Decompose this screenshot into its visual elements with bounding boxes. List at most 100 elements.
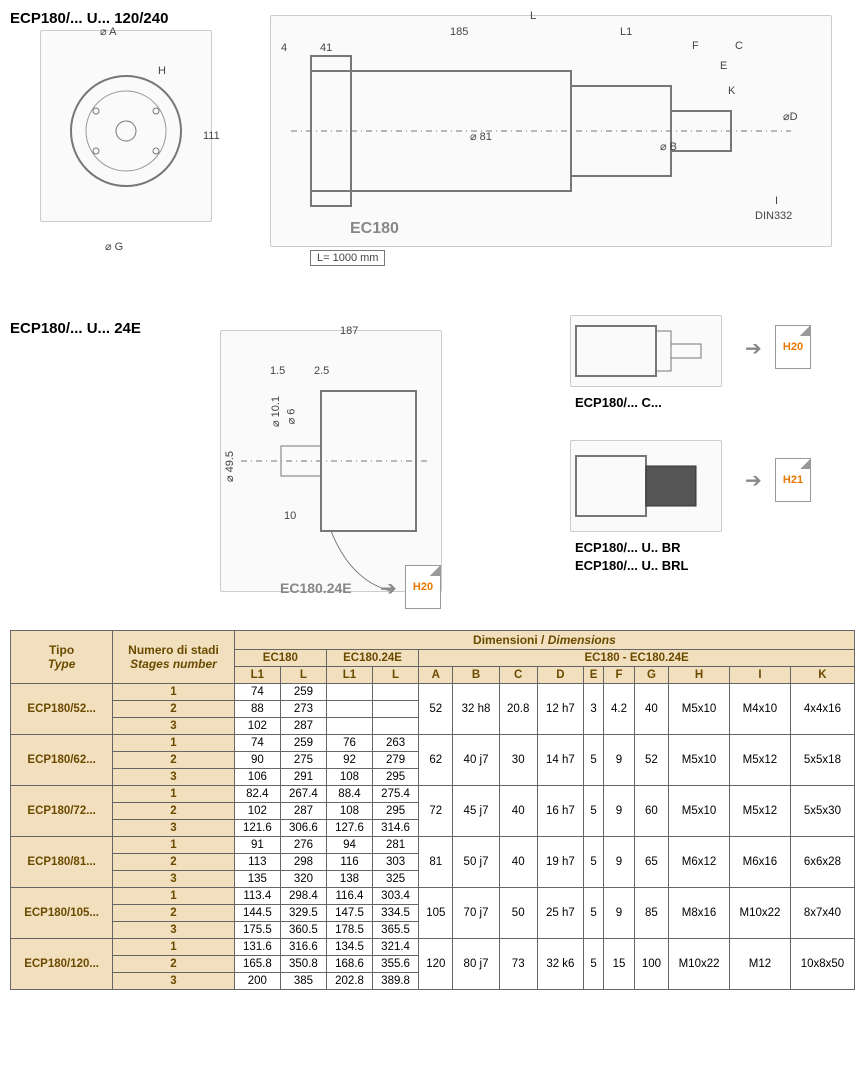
dim-I: I: [775, 195, 778, 207]
cell: M6x12: [669, 837, 730, 888]
cell: 52: [634, 735, 668, 786]
cell: 65: [634, 837, 668, 888]
hdr-stages: Stages number: [130, 657, 217, 671]
cell: 106: [234, 769, 280, 786]
cell: 5: [583, 888, 603, 939]
cell: M5x10: [669, 684, 730, 735]
cell: 94: [326, 837, 372, 854]
cell: 25 h7: [537, 888, 583, 939]
cell: M5x12: [730, 735, 791, 786]
cell: 72: [419, 786, 453, 837]
hdr-K: K: [790, 667, 854, 684]
stage-cell: 2: [113, 752, 235, 769]
cell: 70 j7: [453, 888, 499, 939]
dim-Lnote: L= 1000 mm: [310, 250, 385, 266]
cell: 175.5: [234, 922, 280, 939]
stage-cell: 2: [113, 956, 235, 973]
cell: 76: [326, 735, 372, 752]
cell: 4.2: [604, 684, 634, 735]
dim-oD: ⌀D: [783, 110, 798, 123]
hdr-combined: EC180 - EC180.24E: [419, 650, 855, 667]
hdr-E: E: [583, 667, 603, 684]
cell: 168.6: [326, 956, 372, 973]
stage-cell: 3: [113, 871, 235, 888]
dimensions-table: TipoType Numero di stadiStages number Di…: [10, 630, 855, 990]
dim-187: 187: [340, 325, 358, 337]
cell: [373, 684, 419, 701]
cell: 30: [499, 735, 537, 786]
cap-br2: ECP180/... U.. BRL: [575, 558, 688, 573]
cell: 5: [583, 735, 603, 786]
cell: 389.8: [373, 973, 419, 990]
cell: 178.5: [326, 922, 372, 939]
doc-h20-a: H20: [405, 565, 441, 609]
cell: [326, 718, 372, 735]
svg-24e: [221, 331, 441, 591]
cell: 15: [604, 939, 634, 990]
cell: M10x22: [669, 939, 730, 990]
cell: 279: [373, 752, 419, 769]
cell: 127.6: [326, 820, 372, 837]
cell: 73: [499, 939, 537, 990]
dim-C: C: [735, 40, 743, 52]
cell: 316.6: [280, 939, 326, 956]
cell: 88: [234, 701, 280, 718]
cell: 50: [499, 888, 537, 939]
cell: 165.8: [234, 956, 280, 973]
stage-cell: 3: [113, 922, 235, 939]
cell: [373, 718, 419, 735]
front-svg: [41, 31, 211, 221]
hdr-B: B: [453, 667, 499, 684]
hdr-C: C: [499, 667, 537, 684]
doc-icon: H20: [775, 325, 811, 369]
cell: 9: [604, 735, 634, 786]
dim-111: 111: [203, 130, 220, 142]
cell: 40: [499, 837, 537, 888]
hdr-I: I: [730, 667, 791, 684]
type-cell: ECP180/120...: [11, 939, 113, 990]
dim-H: H: [158, 65, 166, 77]
cell: 287: [280, 803, 326, 820]
dim-F: F: [692, 40, 699, 52]
cell: [326, 684, 372, 701]
type-cell: ECP180/62...: [11, 735, 113, 786]
cell: 138: [326, 871, 372, 888]
cell: 45 j7: [453, 786, 499, 837]
stage-cell: 3: [113, 820, 235, 837]
dim-41: 41: [320, 42, 332, 54]
type-cell: ECP180/105...: [11, 888, 113, 939]
cell: 5: [583, 786, 603, 837]
dim-81: ⌀ 81: [470, 130, 492, 143]
stage-cell: 1: [113, 735, 235, 752]
cell: 281: [373, 837, 419, 854]
type-cell: ECP180/72...: [11, 786, 113, 837]
stage-cell: 2: [113, 701, 235, 718]
dim-10_1: ⌀ 10.1: [269, 396, 282, 427]
fig-24e-view: [220, 330, 442, 592]
cell: 267.4: [280, 786, 326, 803]
cell: 113: [234, 854, 280, 871]
cell: 334.5: [373, 905, 419, 922]
cell: [373, 701, 419, 718]
cell: 50 j7: [453, 837, 499, 888]
hdr-stadi: Numero di stadi: [128, 643, 219, 657]
cell: M5x10: [669, 786, 730, 837]
fig-variant-br: [570, 440, 722, 532]
cell: 19 h7: [537, 837, 583, 888]
dim-oA: ⌀ A: [100, 25, 116, 38]
cell: 259: [280, 684, 326, 701]
cell: 5x5x30: [790, 786, 854, 837]
cell: M10x22: [730, 888, 791, 939]
dim-oG: ⌀ G: [105, 240, 123, 253]
stage-cell: 2: [113, 905, 235, 922]
stage-cell: 1: [113, 888, 235, 905]
hdr-L1b: L1: [326, 667, 372, 684]
stage-cell: 3: [113, 769, 235, 786]
cell: M5x12: [730, 786, 791, 837]
dim-oB: ⌀ B: [660, 140, 677, 153]
hdr-dimblock: Dimensioni / Dimensions: [473, 633, 616, 647]
dim-E: E: [720, 60, 727, 72]
cell: 10x8x50: [790, 939, 854, 990]
doc-icon: H20: [405, 565, 441, 609]
cell: 3: [583, 684, 603, 735]
